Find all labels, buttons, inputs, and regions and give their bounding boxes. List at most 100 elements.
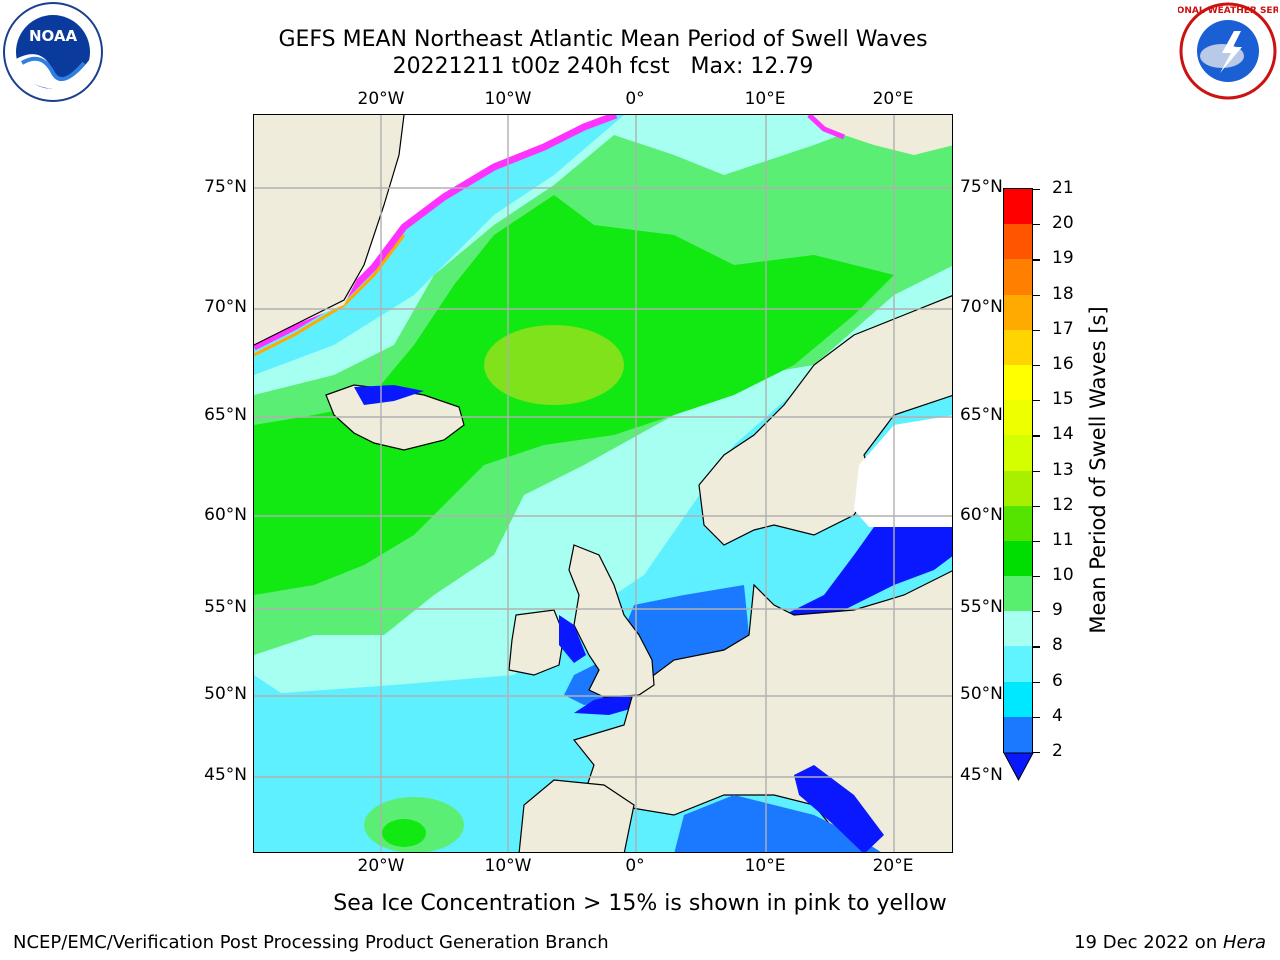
colorbar-segment (1004, 294, 1032, 331)
lon-label-bottom: 10°E (744, 856, 786, 876)
colorbar-tick-label: 4 (1052, 705, 1063, 726)
adriatic-sea (794, 765, 884, 852)
gulf-of-bothnia (854, 415, 952, 527)
colorbar-segment (1004, 189, 1032, 225)
lon-label-top: 0° (625, 89, 645, 109)
lon-label-top: 20°W (357, 89, 405, 109)
lat-label-left: 55°N (204, 597, 247, 617)
credit-host: Hera (1222, 932, 1266, 953)
lon-label-bottom: 20°W (357, 856, 405, 876)
colorbar-segment (1004, 329, 1032, 366)
lat-label-right: 65°N (960, 405, 1003, 425)
credit-left: NCEP/EMC/Verification Post Processing Pr… (13, 932, 609, 953)
colorbar-tick (1033, 224, 1040, 226)
noaa-logo-icon: NOAA (3, 2, 103, 102)
colorbar-tick-label: 2 (1052, 741, 1063, 761)
colorbar-tick (1033, 646, 1040, 648)
colorbar-tick (1033, 540, 1040, 543)
colorbar-label: Mean Period of Swell Waves [s] (1086, 306, 1110, 634)
colorbar-tick (1033, 329, 1040, 331)
colorbar-segment (1004, 681, 1032, 718)
lat-label-left: 70°N (204, 297, 247, 317)
colorbar-tick (1033, 716, 1040, 718)
lon-label-bottom: 0° (625, 856, 645, 876)
lat-label-right: 50°N (960, 684, 1003, 704)
colorbar-tick (1033, 505, 1040, 507)
colorbar-tick (1033, 681, 1040, 683)
colorbar-tick-label: 6 (1052, 670, 1063, 691)
scandinavia-land (698, 295, 952, 546)
colorbar-tick-label: 16 (1052, 353, 1074, 374)
lon-label-top: 20°E (872, 89, 914, 109)
colorbar-tick-label: 15 (1052, 389, 1074, 410)
colorbar-tick-label: 10 (1052, 565, 1074, 586)
colorbar-segment (1004, 716, 1032, 753)
colorbar-tick-label: 21 (1052, 178, 1074, 198)
colorbar-tick (1033, 576, 1040, 578)
colorbar-tick-label: 14 (1052, 424, 1074, 445)
lon-label-bottom: 10°W (484, 856, 532, 876)
lat-label-right: 75°N (960, 177, 1003, 197)
colorbar-segment (1004, 576, 1032, 612)
ireland-land (508, 609, 565, 676)
lat-label-left: 60°N (204, 505, 247, 525)
credit-date: 19 Dec 2022 on (1074, 932, 1223, 953)
colorbar-tick (1033, 470, 1040, 472)
colorbar-segment (1004, 224, 1032, 260)
lat-label-left: 45°N (204, 765, 247, 785)
colorbar-tick (1033, 400, 1040, 402)
sea-ice-footnote: Sea Ice Concentration > 15% is shown in … (333, 891, 947, 916)
colorbar-tick (1033, 364, 1040, 367)
baltic-sea (784, 527, 952, 625)
colorbar-tick-label: 20 (1052, 213, 1074, 234)
colorbar-segment (1004, 435, 1032, 471)
swell-peak-area (484, 325, 624, 405)
graticule (254, 115, 952, 852)
colorbar-segment (1004, 259, 1032, 296)
colorbar-tick-label: 17 (1052, 318, 1074, 339)
map-panel (253, 114, 953, 853)
europe-land (572, 570, 952, 852)
colorbar-tick-label: 11 (1052, 529, 1074, 550)
iberia-land (518, 779, 635, 852)
colorbar-tick (1033, 435, 1040, 437)
colorbar-tick-label: 12 (1052, 494, 1074, 515)
colorbar (1003, 188, 1033, 753)
colorbar-tick (1033, 752, 1040, 754)
greenland-land (254, 115, 404, 345)
colorbar-extend-arrow-icon (1003, 752, 1034, 782)
colorbar-tick-label: 8 (1052, 635, 1063, 656)
lon-label-top: 10°W (484, 89, 532, 109)
chart-subtitle: 20221211 t00z 240h fcst Max: 12.79 (392, 54, 814, 79)
credit-right: 19 Dec 2022 on Hera (1074, 932, 1266, 953)
swell-period-map (254, 115, 952, 852)
lat-label-right: 45°N (960, 765, 1003, 785)
lat-label-right: 60°N (960, 505, 1003, 525)
colorbar-segment (1004, 611, 1032, 647)
mediterranean (674, 795, 881, 852)
colorbar-tick-label: 18 (1052, 283, 1074, 304)
colorbar-tick-label: 9 (1052, 600, 1063, 621)
chart-title: GEFS MEAN Northeast Atlantic Mean Period… (278, 27, 928, 52)
colorbar-segment (1004, 364, 1032, 401)
colorbar-segment (1004, 646, 1032, 683)
lon-label-bottom: 20°E (872, 856, 914, 876)
svalbard-land (814, 115, 952, 155)
lon-label-top: 10°E (744, 89, 786, 109)
lat-label-left: 65°N (204, 405, 247, 425)
nws-logo-icon: NATIONAL WEATHER SERVICE (1178, 2, 1278, 100)
colorbar-tick (1033, 611, 1040, 613)
colorbar-tick-label: 19 (1052, 248, 1074, 269)
colorbar-tick (1033, 294, 1040, 296)
colorbar-segment (1004, 400, 1032, 436)
lat-label-right: 55°N (960, 597, 1003, 617)
noaa-logo-text: NOAA (29, 27, 78, 45)
colorbar-tick (1033, 259, 1040, 261)
lat-label-right: 70°N (960, 297, 1003, 317)
colorbar-segment (1004, 470, 1032, 507)
colorbar-tick (1033, 189, 1040, 191)
nws-logo-text: NATIONAL WEATHER SERVICE (1178, 6, 1278, 16)
lat-label-left: 75°N (204, 177, 247, 197)
colorbar-segment (1004, 540, 1032, 577)
colorbar-tick-label: 13 (1052, 459, 1074, 480)
